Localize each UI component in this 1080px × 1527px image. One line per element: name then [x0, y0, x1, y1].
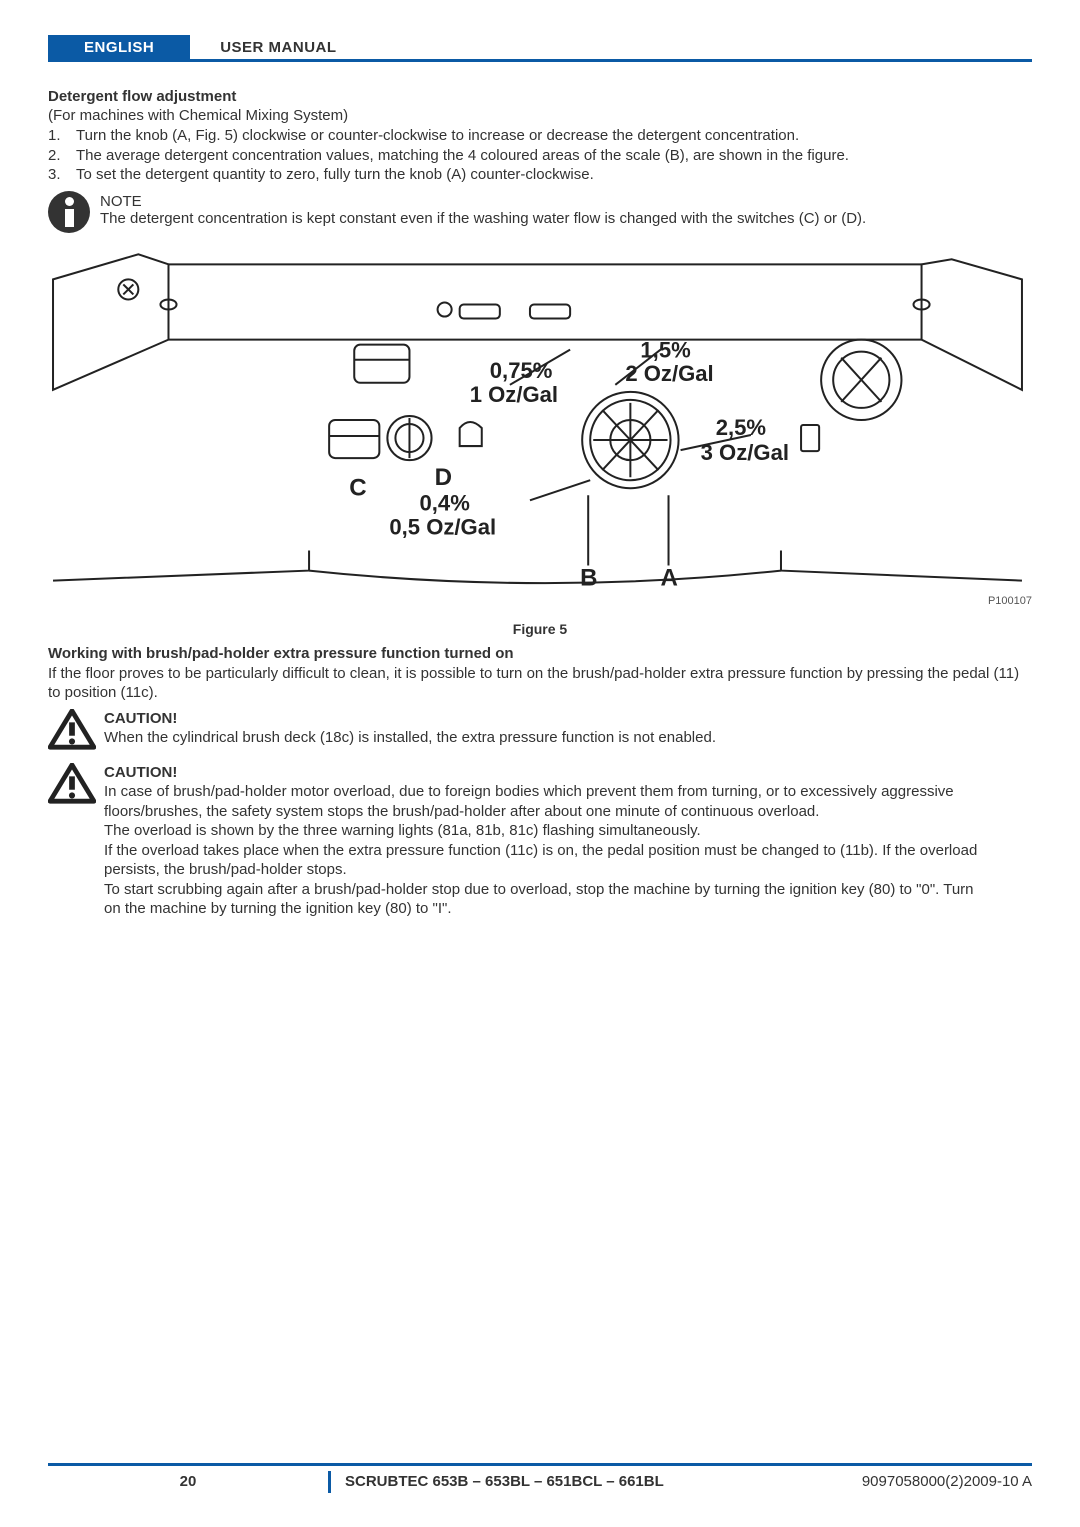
fig-label-1oz: 1 Oz/Gal	[470, 381, 558, 406]
fig-label-B: B	[580, 564, 597, 591]
caution-icon	[48, 709, 96, 751]
section1-title: Detergent ﬂow adjustment	[48, 88, 1032, 105]
caution-1-text: CAUTION! When the cylindrical brush deck…	[104, 709, 716, 748]
caution-1: CAUTION! When the cylindrical brush deck…	[48, 709, 1032, 751]
note-label: NOTE	[100, 193, 866, 210]
step-1-text: Turn the knob (A, Fig. 5) clockwise or c…	[76, 126, 799, 146]
fig-label-25: 2,5%	[716, 415, 767, 440]
note-body: The detergent concentration is kept cons…	[100, 210, 866, 227]
step-3-text: To set the detergent quantity to zero, f…	[76, 165, 594, 185]
figure-code: P100107	[988, 595, 1032, 607]
section2-title: Working with brush/pad-holder extra pres…	[48, 645, 1032, 662]
steps-list: 1.Turn the knob (A, Fig. 5) clockwise or…	[48, 126, 1032, 185]
footer-docnum: 9097058000(2)2009-10 A	[862, 1473, 1032, 1490]
info-icon	[48, 191, 90, 233]
header-bar: ENGLISH USER MANUAL	[48, 36, 1032, 62]
figure-caption: Figure 5	[48, 621, 1032, 637]
caution-2-label: CAUTION!	[104, 763, 984, 783]
header-language: ENGLISH	[48, 35, 190, 60]
caution-icon	[48, 763, 96, 805]
fig-label-075: 0,75%	[490, 357, 553, 382]
step-3: 3.To set the detergent quantity to zero,…	[48, 165, 1032, 185]
fig-label-A: A	[660, 564, 677, 591]
caution-2-body4: To start scrubbing again after a brush/p…	[104, 880, 984, 919]
content: Detergent ﬂow adjustment (For machines w…	[48, 88, 1032, 931]
fig-label-D: D	[435, 464, 452, 491]
caution-1-body: When the cylindrical brush deck (18c) is…	[104, 728, 716, 748]
caution-2-text: CAUTION! In case of brush/pad-holder mot…	[104, 763, 984, 919]
note-block: NOTE The detergent concentration is kept…	[48, 191, 1032, 233]
caution-2-body1: In case of brush/pad-holder motor overlo…	[104, 782, 984, 821]
caution-2: CAUTION! In case of brush/pad-holder mot…	[48, 763, 1032, 919]
fig-label-2oz: 2 Oz/Gal	[625, 360, 713, 385]
figure-svg: 0,75% 1 Oz/Gal 1,5% 2 Oz/Gal 2,5% 3 Oz/G…	[48, 245, 1032, 615]
figure-5: 0,75% 1 Oz/Gal 1,5% 2 Oz/Gal 2,5% 3 Oz/G…	[48, 245, 1032, 615]
fig-label-04: 0,4%	[420, 490, 471, 515]
step-2: 2.The average detergent concentration va…	[48, 146, 1032, 166]
footer-model: SCRUBTEC 653B – 653BL – 651BCL – 661BL	[331, 1473, 862, 1490]
section1-subtitle: (For machines with Chemical Mixing Syste…	[48, 107, 1032, 124]
header-title: USER MANUAL	[190, 39, 336, 56]
step-2-text: The average detergent concentration valu…	[76, 146, 849, 166]
fig-label-3oz: 3 Oz/Gal	[701, 440, 789, 465]
note-text: NOTE The detergent concentration is kept…	[100, 191, 866, 227]
fig-label-15: 1,5%	[640, 337, 691, 362]
caution-2-body2: The overload is shown by the three warni…	[104, 821, 984, 841]
footer-page: 20	[48, 1473, 328, 1490]
fig-label-C: C	[349, 474, 366, 501]
footer-bar: 20 SCRUBTEC 653B – 653BL – 651BCL – 661B…	[48, 1463, 1032, 1491]
caution-1-label: CAUTION!	[104, 709, 716, 729]
step-1: 1.Turn the knob (A, Fig. 5) clockwise or…	[48, 126, 1032, 146]
section2-intro: If the ﬂoor proves to be particularly di…	[48, 664, 1032, 703]
fig-label-05oz: 0,5 Oz/Gal	[389, 514, 496, 539]
caution-2-body3: If the overload takes place when the ext…	[104, 841, 984, 880]
